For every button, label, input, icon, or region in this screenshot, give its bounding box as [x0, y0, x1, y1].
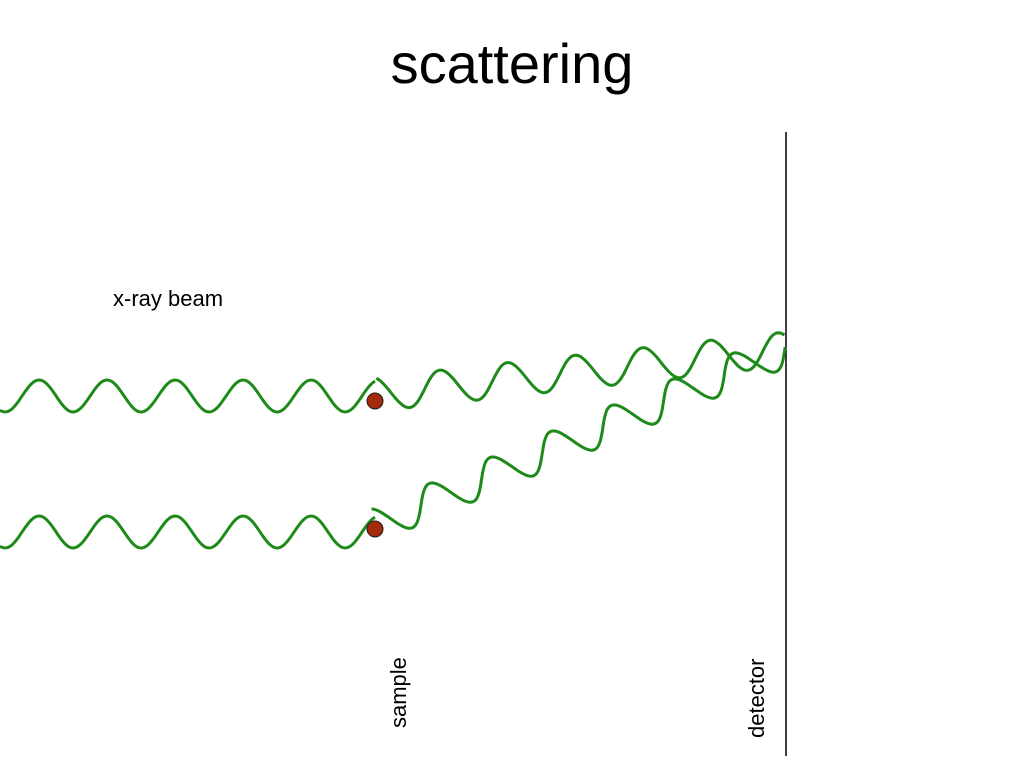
sample-particle-top [366, 392, 384, 410]
incident-wave-bottom [0, 514, 376, 550]
scattered-wave-top [375, 331, 786, 410]
diagram-title: scattering [390, 32, 634, 95]
scattered-wave-bottom [371, 346, 787, 530]
sample-label: sample [386, 657, 411, 728]
x-ray-beam-label: x-ray beam [113, 286, 224, 311]
sample-particle-bottom [366, 520, 384, 538]
detector-label: detector [744, 658, 769, 739]
incident-wave-top [0, 378, 376, 414]
